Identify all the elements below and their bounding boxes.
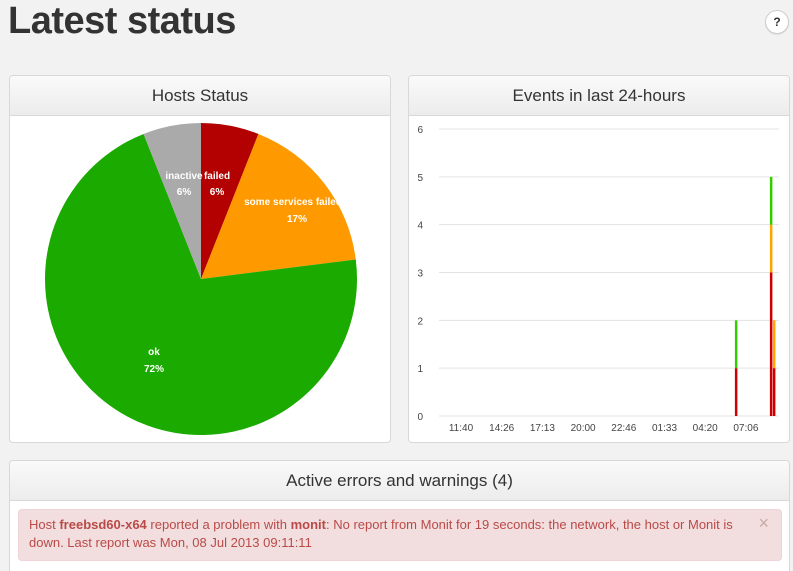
event-bar-segment-red[interactable] [734,368,738,416]
pie-slice-inactive[interactable] [143,123,201,279]
errors-panel: Active errors and warnings (4) Host free… [9,460,790,571]
pie-label: failed [204,171,230,182]
x-tick-label: 14:26 [489,423,514,434]
pie-label: inactive [165,171,203,182]
x-tick-label: 07:06 [733,423,758,434]
alert-service-link[interactable]: monit [290,517,326,532]
pie-slice-ok[interactable] [45,133,357,435]
event-bar-segment-red[interactable] [769,272,773,417]
pie-percent-label: 17% [287,214,307,225]
errors-title: Active errors and warnings (4) [10,461,789,501]
x-tick-label: 11:40 [449,423,474,434]
hosts-status-title: Hosts Status [10,76,390,116]
alert-prefix: Host [29,517,60,532]
y-tick-label: 4 [417,221,423,232]
y-tick-label: 5 [417,173,423,184]
alert-middle: reported a problem with [146,517,291,532]
pie-percent-label: 72% [144,364,164,375]
x-tick-label: 22:46 [611,423,636,434]
event-bar-segment-orange[interactable] [769,224,773,273]
pie-label: ok [148,347,160,358]
y-tick-label: 6 [417,125,423,136]
page-title: Latest status [8,0,236,42]
x-tick-label: 20:00 [571,423,596,434]
x-tick-label: 17:13 [530,423,555,434]
y-tick-label: 3 [417,269,423,280]
events-panel: Events in last 24-hours 0 1 2 3 4 5 6 11:40 14:2… [408,75,790,443]
hosts-status-pie-chart: failed 6% some services failed/unm 17% ok 72%… [45,123,366,435]
events-bar-chart: 0 1 2 3 4 5 6 11:40 14:26 17:13 20:00 22:46 01:33 04:… [417,125,779,434]
alert-host-link[interactable]: freebsd60-x64 [59,517,147,532]
event-bar-segment-green[interactable] [769,176,773,225]
y-tick-label: 0 [417,412,423,423]
x-tick-label: 01:33 [652,423,677,434]
pie-percent-label: 6% [177,187,192,198]
pie-slice-some-services-failed-unm[interactable] [201,133,356,279]
close-icon[interactable]: × [758,513,769,533]
hosts-status-panel: Hosts Status failed 6% some services faile… [9,75,391,443]
event-bar-segment-red[interactable] [772,368,776,416]
pie-slice-failed[interactable] [201,123,259,279]
pie-percent-label: 6% [210,187,225,198]
error-alert: Host freebsd60-x64 reported a problem wi… [18,509,782,561]
events-title: Events in last 24-hours [409,76,789,116]
pie-label: some services failed/unm [244,197,366,208]
y-tick-label: 1 [417,364,423,375]
help-button[interactable]: ? [765,10,789,34]
event-bar-segment-orange[interactable] [772,320,776,369]
alert-message: : No report from Monit for 19 seconds: t… [29,517,733,550]
y-tick-label: 2 [417,316,423,327]
x-tick-label: 04:20 [693,423,718,434]
event-bar-segment-green[interactable] [734,320,738,369]
